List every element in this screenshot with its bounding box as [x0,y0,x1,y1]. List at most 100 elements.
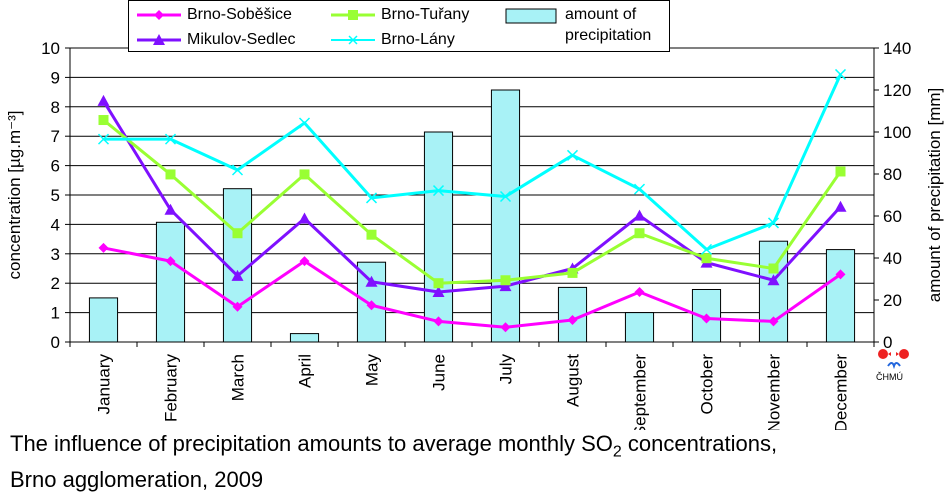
chmu-logo [874,346,914,382]
x-tick-label: June [430,354,449,391]
data-point-brno-l-ny [767,217,780,229]
bar-precipitation [289,333,320,343]
x-tick-label: July [497,354,516,385]
data-point-brno-tu-any [835,166,846,177]
series-line-brno-l-ny [103,73,842,251]
caption-line-2: Brno agglomeration, 2009 [10,467,264,493]
legend-item-precipitation: amount of precipitation [505,6,651,46]
data-point-brno-tu-any [98,115,109,126]
data-point-brno-tu-any [433,278,444,289]
data-point-brno-l-ny [834,68,847,80]
data-point-brno-sob-ice [835,269,846,280]
bar-precipitation [624,312,655,343]
data-point-mikulov-sedlec [633,209,646,221]
y-tick-label-left: 1 [51,304,60,323]
data-point-brno-l-ny [97,133,110,145]
legend-item-brno-sobesice: Brno-Soběšice [137,6,292,24]
x-tick-label: November [765,354,784,430]
y-tick-label-right: 40 [883,249,902,268]
data-point-mikulov-sedlec [298,212,311,224]
x-tick-label: May [363,354,382,387]
data-point-brno-l-ny [499,190,512,203]
x-tick-label: April [296,354,315,388]
data-point-brno-tu-any [299,169,310,180]
legend-item-brno-turany: Brno-Tuřany [331,6,469,24]
caption-line-1: The influence of precipitation amounts t… [10,430,940,466]
legend-swatch-brno-sobesice [137,10,181,20]
data-point-brno-tu-any [634,228,645,239]
data-point-brno-l-ny [365,192,378,204]
data-point-brno-sob-ice [768,316,779,327]
chart-legend: Brno-Soběšice Mikulov-Sedlec Brno-Tuřany… [128,0,670,52]
legend-swatch-precipitation [505,8,557,24]
y-tick-label-left: 6 [51,157,60,176]
x-tick-label: September [631,354,650,430]
data-point-brno-l-ny [566,149,579,161]
legend-label-precipitation: amount of precipitation [565,6,652,44]
data-point-mikulov-sedlec [767,274,780,286]
y-tick-label-right: 100 [883,123,911,142]
data-point-brno-l-ny [432,185,445,197]
data-point-brno-l-ny [164,133,177,145]
y-tick-label-left: 8 [51,98,60,117]
chmu-logo-text: ČHMÚ [876,372,903,382]
legend-label-brno-sobesice: Brno-Soběšice [187,6,292,23]
legend-item-mikulov-sedlec: Mikulov-Sedlec [137,31,295,49]
y-tick-label-right: 140 [883,39,911,58]
data-point-brno-tu-any [768,263,779,274]
y-tick-label-right: 80 [883,165,902,184]
data-point-mikulov-sedlec [499,280,512,292]
data-point-brno-sob-ice [98,242,109,253]
x-tick-label: January [95,354,114,415]
data-point-brno-l-ny [700,243,713,255]
data-point-mikulov-sedlec [231,269,244,281]
y-tick-label-left: 7 [51,127,60,146]
data-point-brno-l-ny [633,183,646,195]
legend-swatch-brno-turany [331,10,375,20]
bar-precipitation [825,249,856,343]
y-tick-label-left: 10 [41,39,60,58]
caption-line-1-text: The influence of precipitation amounts t… [10,431,613,456]
data-point-mikulov-sedlec [365,275,378,287]
data-point-brno-l-ny [298,117,311,129]
legend-label-brno-lany: Brno-Lány [381,31,455,48]
bar-precipitation [155,221,186,343]
data-point-brno-sob-ice [433,316,444,327]
data-point-brno-tu-any [567,267,578,278]
x-tick-label: December [832,354,851,430]
bar-precipitation [490,89,521,343]
legend-item-brno-lany: Brno-Lány [331,31,455,49]
y-tick-label-right: 120 [883,81,911,100]
bar-precipitation [88,297,119,343]
x-tick-label: March [229,354,248,401]
data-point-brno-sob-ice [701,313,712,324]
data-point-mikulov-sedlec [164,203,177,215]
series-line-mikulov-sedlec [102,100,842,294]
chart-caption: The influence of precipitation amounts t… [10,430,940,494]
data-point-brno-tu-any [232,228,243,239]
data-point-brno-sob-ice [299,256,310,267]
chmu-logo-icon [878,349,909,370]
caption-subscript: 2 [612,443,622,461]
x-tick-label: October [698,354,717,415]
series-line-brno-sob-ice [103,246,842,329]
y-tick-label-right: 20 [883,291,902,310]
data-point-brno-l-ny [231,164,244,176]
data-point-mikulov-sedlec [97,94,110,106]
bar-precipitation [423,131,454,343]
data-point-brno-tu-any [366,229,377,240]
y-tick-label-left: 2 [51,274,60,293]
x-tick-label: February [162,354,181,423]
legend-swatch-brno-lany [331,35,375,45]
data-point-brno-sob-ice [634,287,645,298]
legend-swatch-mikulov-sedlec [137,34,181,45]
data-point-brno-sob-ice [500,322,511,333]
data-point-brno-tu-any [701,253,712,264]
y-tick-label-right: 60 [883,207,902,226]
data-point-mikulov-sedlec [834,200,847,212]
data-point-brno-sob-ice [232,301,243,312]
y-axis-title-right: amount of precipitation [mm] [925,88,944,302]
y-tick-label-left: 5 [51,186,60,205]
y-tick-label-left: 9 [51,68,60,87]
